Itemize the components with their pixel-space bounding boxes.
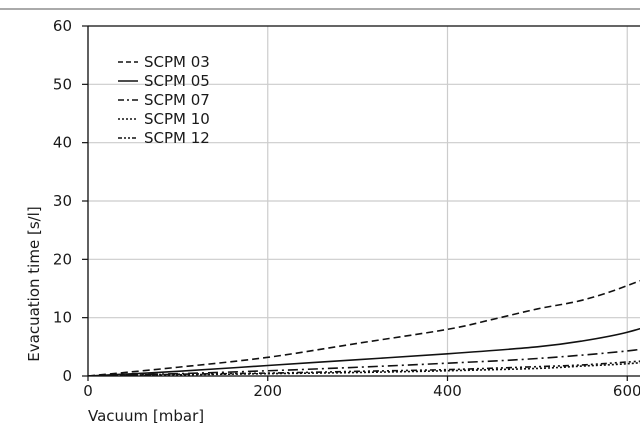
series-line-scpm-05 bbox=[88, 327, 640, 376]
legend-label: SCPM 07 bbox=[144, 91, 210, 109]
y-axis-label: Evacuation time [s/l] bbox=[25, 206, 43, 361]
y-tick-label: 20 bbox=[53, 250, 72, 268]
series-layer bbox=[88, 279, 640, 376]
y-tick-label: 50 bbox=[53, 75, 72, 93]
x-tick-label: 0 bbox=[83, 382, 93, 400]
legend-label: SCPM 12 bbox=[144, 129, 210, 147]
series-line-scpm-03 bbox=[88, 279, 640, 376]
x-tick-label: 200 bbox=[253, 382, 282, 400]
legend-label: SCPM 03 bbox=[144, 53, 210, 71]
series-line-scpm-12 bbox=[88, 360, 640, 376]
y-tick-label: 30 bbox=[53, 192, 72, 210]
legend-label: SCPM 05 bbox=[144, 72, 210, 90]
y-tick-label: 40 bbox=[53, 134, 72, 152]
x-tick-label: 600 bbox=[613, 382, 640, 400]
y-tick-label: 0 bbox=[62, 367, 72, 385]
axis-layer: 02004006008000102030405060 bbox=[53, 17, 640, 400]
series-line-scpm-07 bbox=[88, 348, 640, 376]
y-tick-label: 60 bbox=[53, 17, 72, 35]
y-tick-label: 10 bbox=[53, 309, 72, 327]
legend-label: SCPM 10 bbox=[144, 110, 210, 128]
series-line-scpm-10 bbox=[88, 361, 640, 376]
x-axis-label: Vacuum [mbar] bbox=[88, 407, 204, 425]
x-tick-label: 400 bbox=[433, 382, 462, 400]
